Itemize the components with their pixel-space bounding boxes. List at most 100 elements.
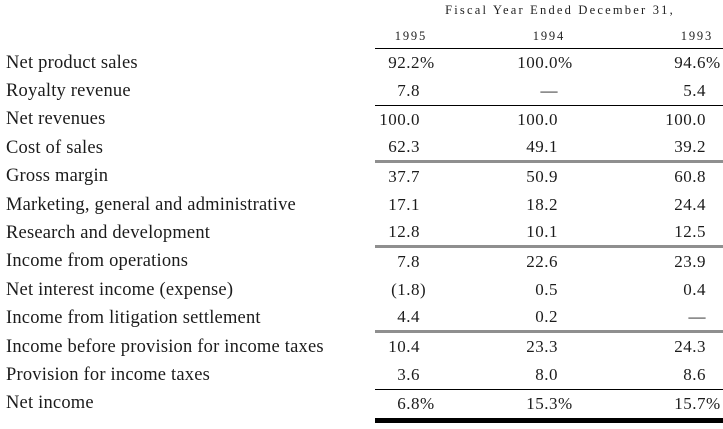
value-text: 23.3 (526, 337, 558, 357)
year-column-header-1994: 1994 (532, 29, 565, 43)
table-row: Net income 6.8% 15.3% 15.7% (0, 390, 723, 418)
row-values: (1.8) 0.5 0.4 (375, 276, 723, 304)
row-values: 3.6 8.0 8.6 (375, 361, 723, 390)
row-label: Research and development (6, 223, 211, 244)
row-label: Gross margin (6, 166, 109, 187)
year-header-cells: 1995 1994 1993 (375, 25, 723, 49)
row-values: 17.1 18.2 24.4 (375, 191, 723, 219)
row-values: 4.4 0.2 — (375, 305, 723, 333)
table-row: Research and development 12.8 10.1 12.5 (0, 219, 723, 248)
value-cell-1995: 12.8 (375, 219, 437, 244)
value-text: 7.8 (397, 251, 420, 271)
value-cell-1993: 15.7% (575, 390, 723, 418)
value-text: 100.0 (517, 109, 558, 129)
value-cell-1994: — (437, 77, 575, 104)
row-label: Income from litigation settlement (6, 308, 261, 329)
value-suffix: ) (420, 280, 427, 300)
value-cell-1994: 0.2 (437, 305, 575, 330)
table-row: Income from operations 7.8 22.6 23.9 (0, 248, 723, 276)
table-row: Net revenues 100.0 100.0 100.0 (0, 106, 723, 134)
value-text: 94.6 (674, 53, 706, 73)
value-cell-1994: 0.5 (437, 276, 575, 304)
value-text: 50.9 (526, 166, 558, 186)
value-cell-1995: 62.3 (375, 134, 437, 159)
value-cell-1995: (1.8) (375, 276, 437, 304)
value-cell-1995: 7.8 (375, 77, 437, 104)
value-text: (1.8 (391, 280, 420, 300)
value-text: 10.4 (388, 337, 420, 357)
value-text: 12.5 (674, 222, 706, 242)
row-values: 12.8 10.1 12.5 (375, 219, 723, 248)
table-row: Cost of sales 62.3 49.1 39.2 (0, 134, 723, 163)
row-label: Provision for income taxes (6, 364, 211, 385)
row-values: 100.0 100.0 100.0 (375, 106, 723, 134)
value-text: 60.8 (674, 166, 706, 186)
value-text: 100.0 (379, 109, 420, 129)
value-suffix: % (706, 53, 721, 73)
table-row: Net product sales 92.2% 100.0% 94.6% (0, 49, 723, 77)
value-cell-1994: 18.2 (437, 191, 575, 219)
value-text: — (688, 307, 706, 327)
value-cell-1993: 8.6 (575, 361, 723, 388)
value-cell-1993: 5.4 (575, 77, 723, 104)
value-suffix: % (420, 53, 435, 73)
table-bottom-rule (375, 418, 723, 424)
year-header-row: 1995 1994 1993 (0, 25, 723, 49)
value-text: 4.4 (397, 307, 420, 327)
row-label: Income from operations (6, 251, 189, 272)
value-text: 15.3 (526, 393, 558, 413)
value-cell-1995: 3.6 (375, 361, 437, 388)
value-cell-1995: 100.0 (375, 106, 437, 134)
value-cell-1993: 39.2 (575, 134, 723, 159)
value-text: 24.3 (674, 337, 706, 357)
value-cell-1995: 37.7 (375, 163, 437, 191)
value-cell-1994: 50.9 (437, 163, 575, 191)
value-text: 7.8 (397, 81, 420, 101)
value-text: 12.8 (388, 222, 420, 242)
value-text: 37.7 (388, 166, 420, 186)
row-values: 7.8 22.6 23.9 (375, 248, 723, 276)
row-label: Net income (6, 393, 94, 414)
value-suffix: % (706, 393, 721, 413)
value-cell-1994: 10.1 (437, 219, 575, 244)
value-text: 0.5 (535, 280, 558, 300)
value-cell-1993: 94.6% (575, 49, 723, 77)
value-text: 18.2 (526, 195, 558, 215)
value-cell-1994: 49.1 (437, 134, 575, 159)
value-cell-1995: 4.4 (375, 305, 437, 330)
value-text: 8.0 (535, 364, 558, 384)
value-text: — (540, 81, 558, 101)
table-row: Net interest income (expense) (1.8) 0.5 … (0, 276, 723, 304)
year-column-header-1993: 1993 (680, 29, 713, 43)
value-text: 17.1 (388, 195, 420, 215)
row-label: Cost of sales (6, 137, 104, 158)
value-cell-1993: 23.9 (575, 248, 723, 276)
row-label: Royalty revenue (6, 81, 131, 102)
value-text: 49.1 (526, 136, 558, 156)
row-label: Income before provision for income taxes (6, 336, 324, 357)
table-row: Income from litigation settlement 4.4 0.… (0, 305, 723, 333)
value-cell-1995: 92.2% (375, 49, 437, 77)
value-cell-1993: 24.3 (575, 333, 723, 361)
value-text: 22.6 (526, 251, 558, 271)
value-cell-1995: 6.8% (375, 390, 437, 418)
value-cell-1994: 23.3 (437, 333, 575, 361)
row-label: Net revenues (6, 109, 106, 130)
row-label: Net interest income (expense) (6, 279, 234, 300)
value-suffix: % (558, 393, 573, 413)
value-text: 23.9 (674, 251, 706, 271)
table-row: Provision for income taxes 3.6 8.0 8.6 (0, 361, 723, 390)
value-suffix: % (420, 393, 435, 413)
table-row: Gross margin 37.7 50.9 60.8 (0, 163, 723, 191)
row-values: 37.7 50.9 60.8 (375, 163, 723, 191)
value-cell-1993: 12.5 (575, 219, 723, 244)
year-header-spacer (0, 25, 375, 49)
value-cell-1993: 60.8 (575, 163, 723, 191)
value-text: 62.3 (388, 136, 420, 156)
row-values: 10.4 23.3 24.3 (375, 333, 723, 361)
value-cell-1995: 17.1 (375, 191, 437, 219)
row-values: 62.3 49.1 39.2 (375, 134, 723, 163)
value-text: 92.2 (388, 53, 420, 73)
value-text: 100.0 (665, 109, 706, 129)
